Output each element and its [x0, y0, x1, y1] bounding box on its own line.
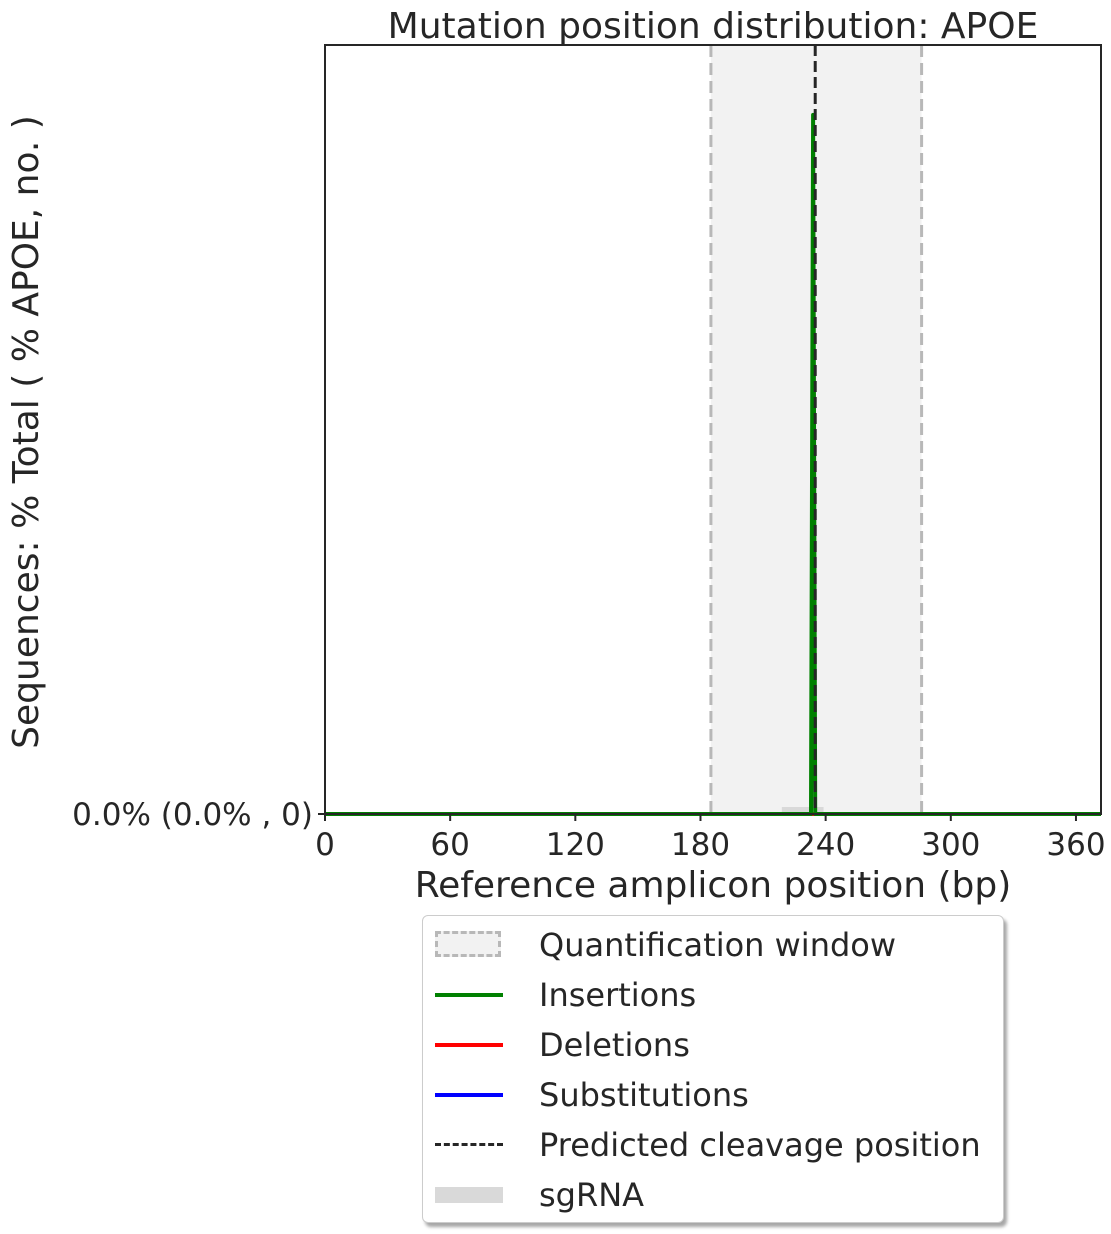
legend-swatch-line — [433, 975, 505, 1015]
x-tick-label: 360 — [1046, 827, 1105, 863]
chart-title: Mutation position distribution: APOE — [388, 6, 1039, 47]
legend-swatch-sgrna — [433, 1175, 505, 1215]
legend-item: Substitutions — [433, 1070, 749, 1120]
x-tick-label: 300 — [921, 827, 980, 863]
mutation-position-chart: Mutation position distribution: APOE Seq… — [6, 6, 1106, 906]
legend-item: Quantification window — [433, 920, 896, 970]
legend-swatch-window — [433, 925, 505, 965]
legend-label: sgRNA — [539, 1176, 645, 1214]
x-axis-label: Reference amplicon position (bp) — [415, 865, 1012, 906]
legend-item: Insertions — [433, 970, 696, 1020]
legend-label: Insertions — [539, 976, 697, 1014]
x-tick-label: 120 — [546, 827, 605, 863]
x-tick-label: 180 — [671, 827, 730, 863]
x-tick-label: 0 — [315, 827, 335, 863]
plot-frame — [324, 44, 1102, 815]
y-axis-label: Sequences: % Total ( % APOE, no. ) — [6, 115, 47, 749]
legend: Quantification window Insertions Deletions… — [422, 915, 1004, 1223]
legend-label: Substitutions — [539, 1076, 749, 1114]
legend-item: sgRNA — [433, 1170, 644, 1220]
x-tick-label: 240 — [796, 827, 855, 863]
legend-label: Deletions — [539, 1026, 690, 1064]
legend-swatch-line — [433, 1075, 505, 1115]
legend-swatch-line — [433, 1025, 505, 1065]
sgrna-bar — [781, 807, 824, 814]
legend-label: Predicted cleavage position — [539, 1126, 981, 1164]
legend-swatch-dash — [433, 1125, 505, 1165]
legend-item: Predicted cleavage position — [433, 1120, 981, 1170]
legend-item: Deletions — [433, 1020, 690, 1070]
x-tick-label: 60 — [430, 827, 469, 863]
y-tick-label: 0.0% (0.0% , 0) — [72, 797, 313, 833]
legend-label: Quantification window — [539, 926, 897, 964]
